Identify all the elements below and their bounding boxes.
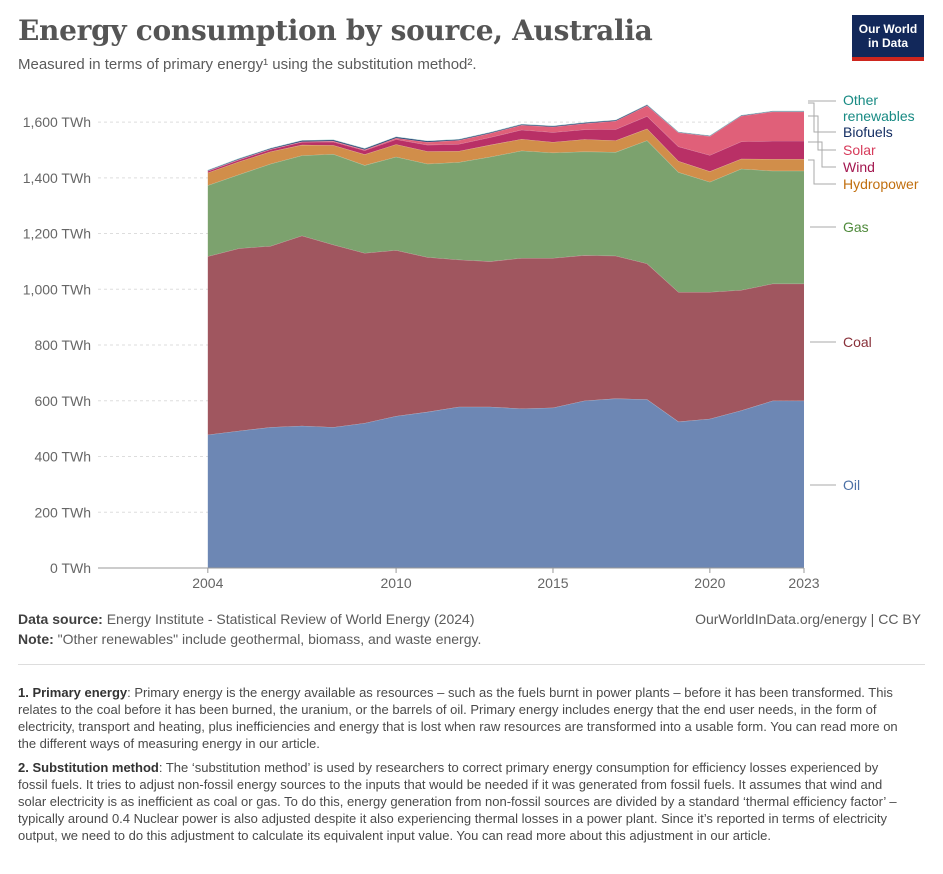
- legend-connector-hydropower: [808, 159, 836, 185]
- owid-logo[interactable]: Our World in Data: [852, 15, 924, 61]
- legend-label-biofuels: Biofuels: [843, 124, 893, 140]
- area-gas[interactable]: [207, 140, 805, 293]
- x-tick-label: 2020: [694, 575, 725, 591]
- chart-subtitle: Measured in terms of primary energy¹ usi…: [18, 56, 477, 73]
- y-axis: 0 TWh 200 TWh 400 TWh 600 TWh 800 TWh 1,000 T…: [23, 114, 91, 576]
- legend-label-hydropower: Hydropower: [843, 176, 919, 192]
- legend-label-other-line2: renewables: [843, 108, 915, 124]
- footnote-1-label: 1. Primary energy: [18, 685, 128, 700]
- y-tick-label: 400 TWh: [34, 449, 91, 465]
- stacked-area-chart[interactable]: 0 TWh 200 TWh 400 TWh 600 TWh 800 TWh 1,000 T…: [0, 80, 943, 600]
- legend-connector-solar: [808, 115, 836, 151]
- footnote-1-text: : Primary energy is the energy available…: [18, 685, 898, 751]
- x-tick-label: 2015: [537, 575, 568, 591]
- legend-label-gas: Gas: [843, 219, 869, 235]
- legend-hydropower[interactable]: Hydropower: [808, 159, 919, 192]
- legend-connector-biofuels: [808, 102, 836, 133]
- area-hydropower[interactable]: [207, 128, 805, 186]
- legend-biofuels[interactable]: Biofuels: [808, 102, 893, 140]
- x-tick-label: 2023: [788, 575, 819, 591]
- data-source-text[interactable]: Energy Institute - Statistical Review of…: [102, 611, 475, 627]
- data-source: Data source: Energy Institute - Statisti…: [18, 611, 475, 627]
- x-axis: 2004 2010 2015 2020 2023: [98, 567, 820, 591]
- note-label: Note:: [18, 631, 54, 647]
- note-text: "Other renewables" include geothermal, b…: [53, 631, 482, 647]
- y-tick-label: 1,600 TWh: [23, 114, 91, 130]
- area-edge: [207, 398, 804, 436]
- legend-other-renewables[interactable]: Other renewables: [808, 92, 915, 124]
- area-edge: [207, 104, 804, 171]
- legend-coal[interactable]: Coal: [810, 334, 872, 350]
- chart-title: Energy consumption by source, Australia: [18, 14, 653, 47]
- legend-label-wind: Wind: [843, 159, 875, 175]
- footnote-primary-energy: 1. Primary energy: Primary energy is the…: [18, 684, 908, 752]
- footer-divider: [18, 664, 925, 665]
- legend-connector-wind: [808, 141, 836, 168]
- x-tick-label: 2010: [381, 575, 412, 591]
- logo-line-1: Our World: [858, 22, 918, 36]
- y-tick-label: 1,000 TWh: [23, 281, 91, 297]
- legend-wind[interactable]: Wind: [808, 141, 875, 175]
- footnote-2-label: 2. Substitution method: [18, 760, 159, 775]
- area-series: [207, 104, 805, 568]
- footnote-2-text: : The ‘substitution method’ is used by r…: [18, 760, 897, 843]
- legend-gas[interactable]: Gas: [810, 219, 869, 235]
- y-tick-label: 600 TWh: [34, 393, 91, 409]
- legend: Other renewables Biofuels Solar Wind Hyd…: [808, 92, 919, 493]
- legend-label-coal: Coal: [843, 334, 872, 350]
- y-tick-label: 200 TWh: [34, 504, 91, 520]
- footnote-substitution-method: 2. Substitution method: The ‘substitutio…: [18, 759, 908, 844]
- area-coal[interactable]: [207, 235, 805, 435]
- area-oil[interactable]: [207, 398, 805, 568]
- y-tick-label: 800 TWh: [34, 337, 91, 353]
- data-source-label: Data source:: [18, 611, 103, 627]
- area-wind[interactable]: [207, 116, 805, 173]
- logo-line-2: in Data: [867, 36, 908, 50]
- y-tick-label: 1,200 TWh: [23, 226, 91, 242]
- legend-label-other-line1: Other: [843, 92, 878, 108]
- legend-oil[interactable]: Oil: [810, 477, 860, 493]
- legend-solar[interactable]: Solar: [808, 115, 876, 158]
- x-tick-label: 2004: [192, 575, 223, 591]
- y-tick-label: 1,400 TWh: [23, 170, 91, 186]
- area-solar[interactable]: [207, 105, 805, 172]
- license-link[interactable]: OurWorldInData.org/energy | CC BY: [695, 611, 921, 627]
- legend-label-oil: Oil: [843, 477, 860, 493]
- y-tick-label: 0 TWh: [50, 560, 91, 576]
- legend-label-solar: Solar: [843, 142, 876, 158]
- chart-note: Note: "Other renewables" include geother…: [18, 631, 481, 647]
